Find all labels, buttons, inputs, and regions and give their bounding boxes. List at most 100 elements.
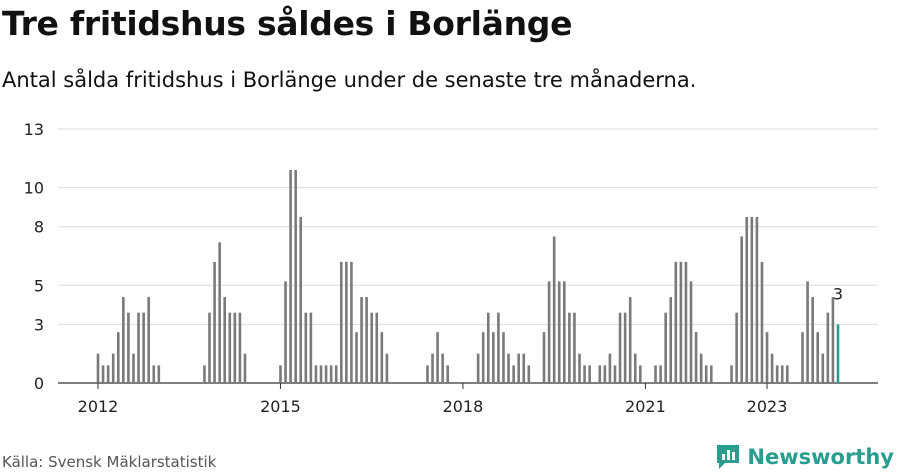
bar [208, 312, 211, 383]
bar [339, 261, 343, 383]
bar [375, 312, 379, 383]
bar [709, 365, 713, 383]
bar [775, 365, 779, 383]
y-tick-label: 5 [34, 276, 44, 295]
bar [740, 236, 743, 383]
bar [664, 312, 667, 383]
bar [557, 281, 561, 383]
bar [243, 353, 247, 383]
bar-latest [836, 324, 840, 383]
bar [431, 353, 434, 383]
bar [279, 365, 282, 383]
bar [492, 332, 495, 383]
latest-value-label: 3 [833, 284, 843, 303]
bar [319, 365, 323, 383]
bar [568, 312, 571, 383]
bar [360, 297, 363, 383]
bar [350, 261, 353, 383]
bar [106, 365, 110, 383]
bar [380, 332, 384, 383]
page-subtitle: Antal sålda fritidshus i Borlänge under … [2, 68, 697, 92]
bar [486, 312, 490, 383]
bar [563, 281, 566, 383]
bar [613, 365, 617, 383]
bar [517, 353, 520, 383]
brand[interactable]: Newsworthy [715, 443, 894, 471]
bar [760, 261, 764, 383]
bar [608, 353, 612, 383]
page-title: Tre fritidshus såldes i Borlänge [2, 4, 573, 43]
bar [755, 216, 759, 383]
bar [730, 365, 733, 383]
x-tick-label: 2023 [747, 397, 788, 416]
bar [96, 353, 100, 383]
bar [811, 297, 814, 383]
bar [694, 332, 698, 383]
bar [426, 365, 429, 383]
y-tick-label: 13 [24, 120, 44, 139]
bar [385, 353, 389, 383]
bar [309, 312, 313, 383]
bar [750, 216, 754, 383]
bar [547, 281, 551, 383]
bar [801, 332, 804, 383]
y-tick-label: 3 [34, 315, 44, 334]
y-tick-label: 10 [24, 179, 44, 198]
bar [218, 242, 221, 383]
bar [127, 312, 130, 383]
bar [304, 312, 308, 383]
bar [679, 261, 683, 383]
bar [684, 261, 688, 383]
bar [639, 365, 642, 383]
x-tick-label: 2012 [78, 397, 119, 416]
bar [334, 365, 338, 383]
bar [238, 312, 242, 383]
bar [628, 297, 632, 383]
bar [370, 312, 373, 383]
bar [116, 332, 120, 383]
bar [527, 365, 531, 383]
newsworthy-logo-icon [717, 445, 740, 469]
bar [512, 365, 515, 383]
bar [132, 353, 135, 383]
bar [365, 297, 368, 383]
bar [745, 216, 749, 383]
bar [765, 332, 769, 383]
bar [223, 297, 227, 383]
bar [203, 365, 206, 383]
bar [436, 332, 439, 383]
bar [441, 353, 444, 383]
bar [623, 312, 627, 383]
bar [659, 365, 662, 383]
bar [770, 353, 774, 383]
bar [654, 365, 657, 383]
bar [329, 365, 333, 383]
bar [806, 281, 809, 383]
bar [831, 297, 835, 383]
bar-layer [96, 170, 840, 383]
bar [294, 170, 297, 383]
bar [111, 353, 115, 383]
bar [689, 281, 693, 383]
bar [633, 353, 637, 383]
bar [573, 312, 576, 383]
bar [213, 261, 216, 383]
bar [674, 261, 678, 383]
bar [786, 365, 789, 383]
bar [618, 312, 622, 383]
bar-chart: 0 3 5 8 10 13 3 2012 2015 2018 2021 2023 [24, 120, 878, 416]
bar [147, 297, 150, 383]
bar [780, 365, 784, 383]
x-tick-label: 2018 [443, 397, 484, 416]
x-tick-label: 2015 [260, 397, 301, 416]
bar [284, 281, 287, 383]
bar [507, 353, 510, 383]
brand-name: Newsworthy [747, 445, 894, 469]
y-tick-label: 8 [34, 218, 44, 237]
bar [522, 353, 526, 383]
bar [101, 365, 105, 383]
bar [502, 332, 505, 383]
bar [476, 353, 480, 383]
bar [497, 312, 500, 383]
x-tick-label: 2021 [625, 397, 666, 416]
